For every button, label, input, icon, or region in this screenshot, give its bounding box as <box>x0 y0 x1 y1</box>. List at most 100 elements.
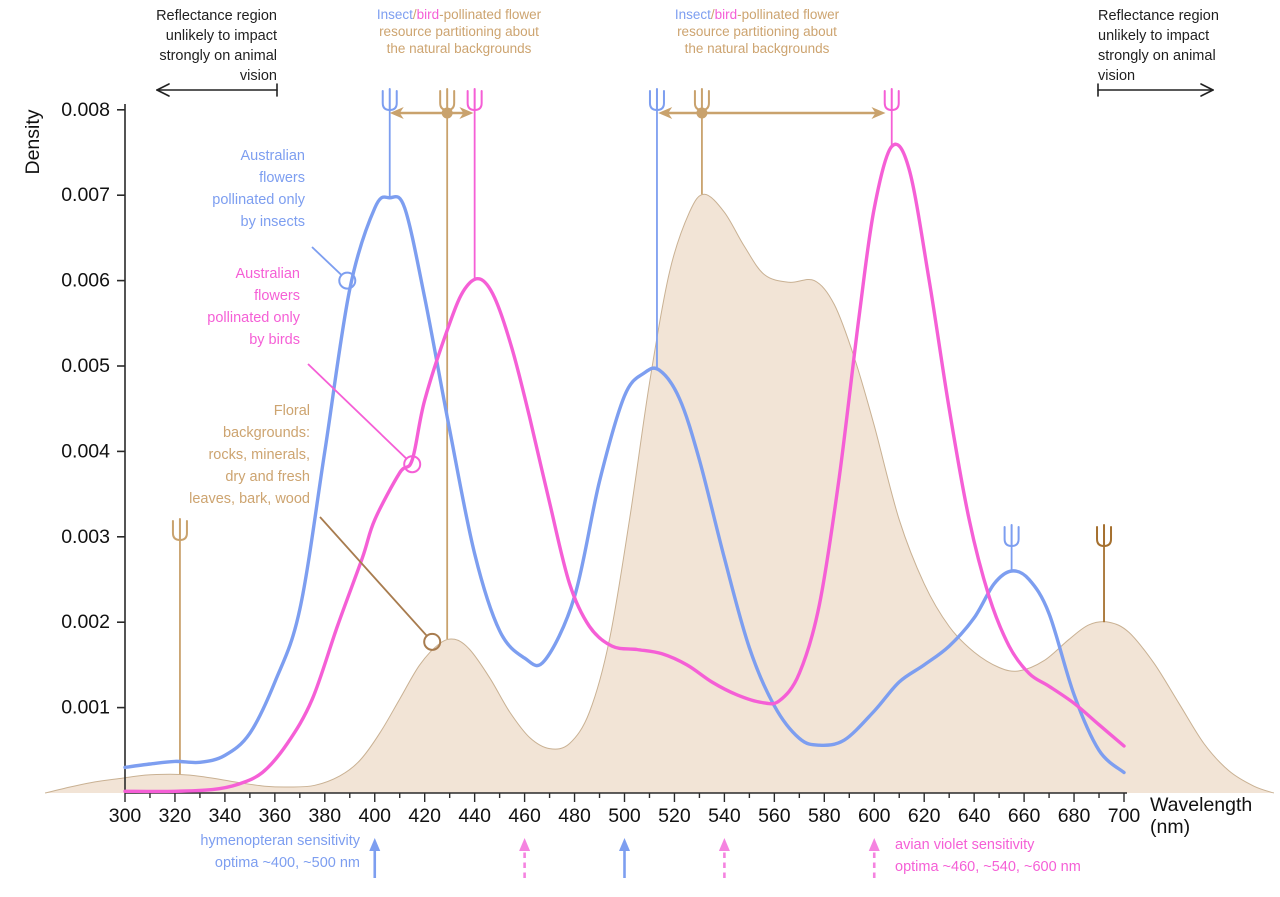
x-tick-label: 520 <box>658 805 691 827</box>
range-arrow-center-dot <box>696 107 708 119</box>
x-tick-label: 300 <box>109 805 142 827</box>
partition-title-right: Insect/bird-pollinated flower resource p… <box>657 6 857 57</box>
legend-bird-line: pollinated only <box>207 310 300 326</box>
legend-insect-line: pollinated only <box>212 192 305 208</box>
partition-title-left-line1: Insect/bird-pollinated flower <box>359 6 559 23</box>
x-tick-label: 400 <box>358 805 391 827</box>
x-tick-label: 700 <box>1108 805 1141 827</box>
trident-marker-icon <box>171 518 188 542</box>
x-tick-label: 680 <box>1058 805 1091 827</box>
y-tick-label: 0.008 <box>61 99 110 121</box>
avian-sensitivity-note: avian violet sensitivity optima ~460, ~5… <box>895 834 1155 878</box>
insect-pollinated-curve <box>123 194 1126 775</box>
legend-leader-circle <box>338 271 357 290</box>
legend-bird-line: flowers <box>254 288 300 304</box>
trident-marker-icon <box>693 88 710 112</box>
x-tick-label: 380 <box>309 805 342 827</box>
avian-optimum-arrow <box>519 838 531 878</box>
legend-leader-line <box>319 516 428 637</box>
x-tick-label: 460 <box>508 805 541 827</box>
legend-backgrounds-line: Floral <box>273 403 310 419</box>
x-tick-label: 640 <box>958 805 991 827</box>
hymenopteran-note-line: optima ~400, ~500 nm <box>214 855 360 871</box>
x-tick-label: 480 <box>558 805 591 827</box>
bird-pollinated-curve <box>123 142 1126 794</box>
trident-marker-icon <box>648 88 665 112</box>
legend-floral-backgrounds: Floral backgrounds: rocks, minerals, dry… <box>110 400 310 510</box>
legend-leader-circle <box>403 455 422 474</box>
legend-backgrounds-line: leaves, bark, wood <box>189 491 310 507</box>
hymenopteran-note-line: hymenopteran sensitivity <box>200 833 360 849</box>
reflectance-note-right-line: strongly on animal <box>1098 48 1216 64</box>
legend-bird-flowers: Australian flowers pollinated only by bi… <box>120 263 300 351</box>
y-tick-label: 0.006 <box>61 270 110 292</box>
y-tick-label: 0.001 <box>61 697 110 719</box>
reflectance-region-arrow <box>156 83 278 97</box>
partition-title-right-line2: resource partitioning about <box>677 24 837 39</box>
x-axis-title: Wavelength (nm) <box>1150 794 1280 838</box>
legend-leader-line <box>311 246 343 276</box>
trident-marker-icon <box>439 88 456 112</box>
word-slash: / <box>710 7 715 22</box>
x-tick-label: 440 <box>458 805 491 827</box>
trident-marker-icon <box>1096 524 1113 548</box>
x-tick-label: 620 <box>908 805 941 827</box>
legend-leader-circle <box>423 632 442 651</box>
reflectance-region-arrow <box>1097 83 1214 97</box>
x-tick-label: 320 <box>159 805 192 827</box>
x-axis-title-line1: Wavelength <box>1150 794 1253 816</box>
avian-note-line: optima ~460, ~540, ~600 nm <box>895 859 1081 875</box>
partition-title-left-line2: resource partitioning about <box>379 24 539 39</box>
x-tick-label: 600 <box>858 805 891 827</box>
hymenopteran-sensitivity-note: hymenopteran sensitivity optima ~400, ~5… <box>140 830 360 874</box>
reflectance-note-right-line: vision <box>1098 68 1136 84</box>
reflectance-note-left-line: Reflectance region <box>156 8 277 24</box>
y-tick-label: 0.007 <box>61 184 110 206</box>
hymenopteran-optimum-arrow <box>369 838 381 878</box>
y-tick-label: 0.003 <box>61 526 110 548</box>
word-slash: / <box>412 7 417 22</box>
legend-backgrounds-line: rocks, minerals, <box>208 447 310 463</box>
partition-title-right-line1: Insect/bird-pollinated flower <box>657 6 857 23</box>
partition-title-right-line3: the natural backgrounds <box>684 41 830 56</box>
y-axis-title: Density <box>22 109 44 175</box>
y-tick-label: 0.005 <box>61 355 110 377</box>
x-tick-label: 420 <box>408 805 441 827</box>
reflectance-note-left-line: vision <box>239 68 277 84</box>
resource-partition-range-arrow <box>658 107 886 119</box>
reflectance-note-right-line: unlikely to impact <box>1098 28 1210 44</box>
word-insect: Insect <box>674 7 711 22</box>
legend-insect-flowers: Australian flowers pollinated only by in… <box>125 145 305 233</box>
word-bird: bird <box>416 7 440 22</box>
reflectance-note-right: Reflectance region unlikely to impact st… <box>1098 6 1268 86</box>
word-rest: -pollinated flower <box>737 7 840 22</box>
backgrounds-density-area <box>45 194 1274 794</box>
reflectance-note-left: Reflectance region unlikely to impact st… <box>97 6 277 86</box>
x-tick-label: 360 <box>259 805 292 827</box>
backgrounds-density-edge <box>44 193 1275 794</box>
trident-marker-icon <box>1003 524 1020 548</box>
word-bird: bird <box>714 7 738 22</box>
legend-backgrounds-line: backgrounds: <box>222 425 310 441</box>
x-tick-label: 540 <box>708 805 741 827</box>
avian-note-line: avian violet sensitivity <box>895 837 1035 853</box>
range-arrow-center-dot <box>441 107 453 119</box>
partition-title-left: Insect/bird-pollinated flower resource p… <box>359 6 559 57</box>
x-axis-title-line2: (nm) <box>1150 816 1191 838</box>
legend-insect-line: flowers <box>259 170 305 186</box>
trident-marker-icon <box>883 88 900 112</box>
trident-marker-icon <box>381 88 398 112</box>
legend-backgrounds-line: dry and fresh <box>225 469 310 485</box>
partition-title-left-line3: the natural backgrounds <box>386 41 532 56</box>
reflectance-note-left-line: strongly on animal <box>159 48 277 64</box>
x-tick-label: 340 <box>209 805 242 827</box>
legend-insect-line: Australian <box>240 148 305 164</box>
legend-insect-line: by insects <box>240 214 305 230</box>
reflectance-note-right-line: Reflectance region <box>1098 8 1219 24</box>
legend-bird-line: by birds <box>249 332 300 348</box>
x-tick-label: 660 <box>1008 805 1041 827</box>
y-tick-label: 0.004 <box>61 440 110 462</box>
avian-optimum-arrow <box>868 838 880 878</box>
